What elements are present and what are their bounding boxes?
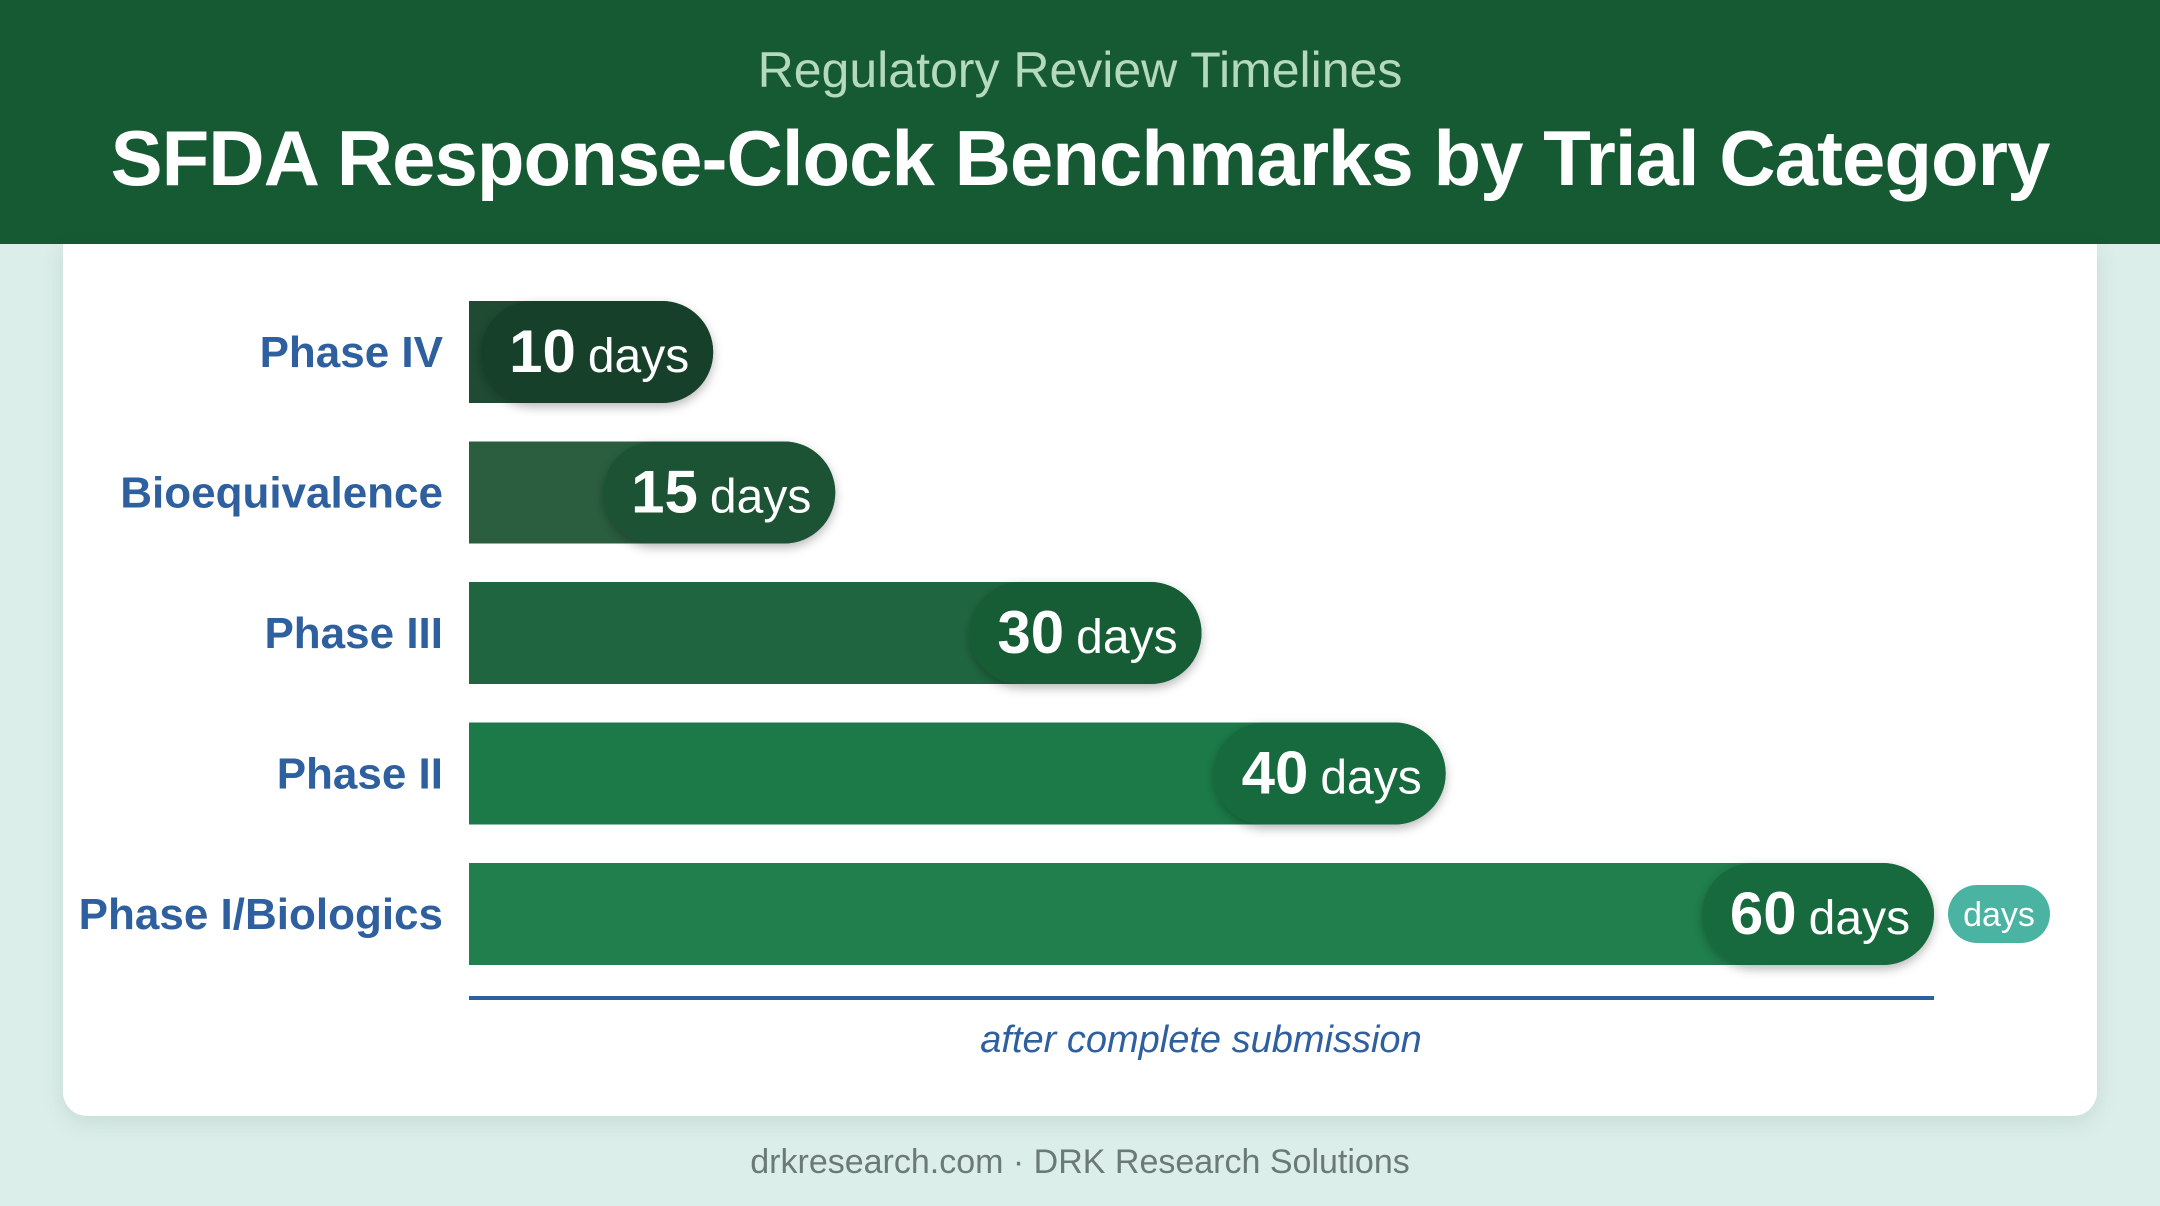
data-label: 40 days	[1242, 740, 1422, 807]
category-label: Phase III	[264, 609, 443, 658]
bars-group: Phase IV 10 days Bioequivalence 15 days Phase …	[79, 301, 2050, 965]
category-label: Phase II	[277, 750, 443, 799]
bar	[469, 863, 1934, 965]
data-label: 30 days	[997, 599, 1177, 666]
data-label: 10 days	[509, 318, 689, 385]
header-banner: Regulatory Review Timelines SFDA Respons…	[0, 0, 2160, 244]
category-label: Bioequivalence	[120, 469, 443, 518]
value-pill	[969, 582, 1202, 684]
category-label: Phase I/Biologics	[79, 890, 443, 939]
chart-title: SFDA Response-Clock Benchmarks by Trial …	[110, 114, 2051, 202]
value-pill	[1213, 722, 1446, 825]
data-label: 15 days	[631, 459, 811, 526]
unit-badge-label: days	[1963, 896, 2035, 934]
value-pill	[603, 441, 836, 544]
value-pill	[1702, 863, 1934, 965]
x-axis-caption: after complete submission	[980, 1019, 1421, 1061]
unit-badge	[1948, 885, 2050, 943]
category-label: Phase IV	[260, 328, 444, 377]
data-label: 60 days	[1730, 880, 1910, 947]
footer-credit: drkresearch.com · DRK Research Solutions	[750, 1143, 1410, 1181]
bar	[469, 722, 1446, 825]
value-pill	[481, 301, 714, 403]
chart-subtitle: Regulatory Review Timelines	[757, 42, 1403, 98]
